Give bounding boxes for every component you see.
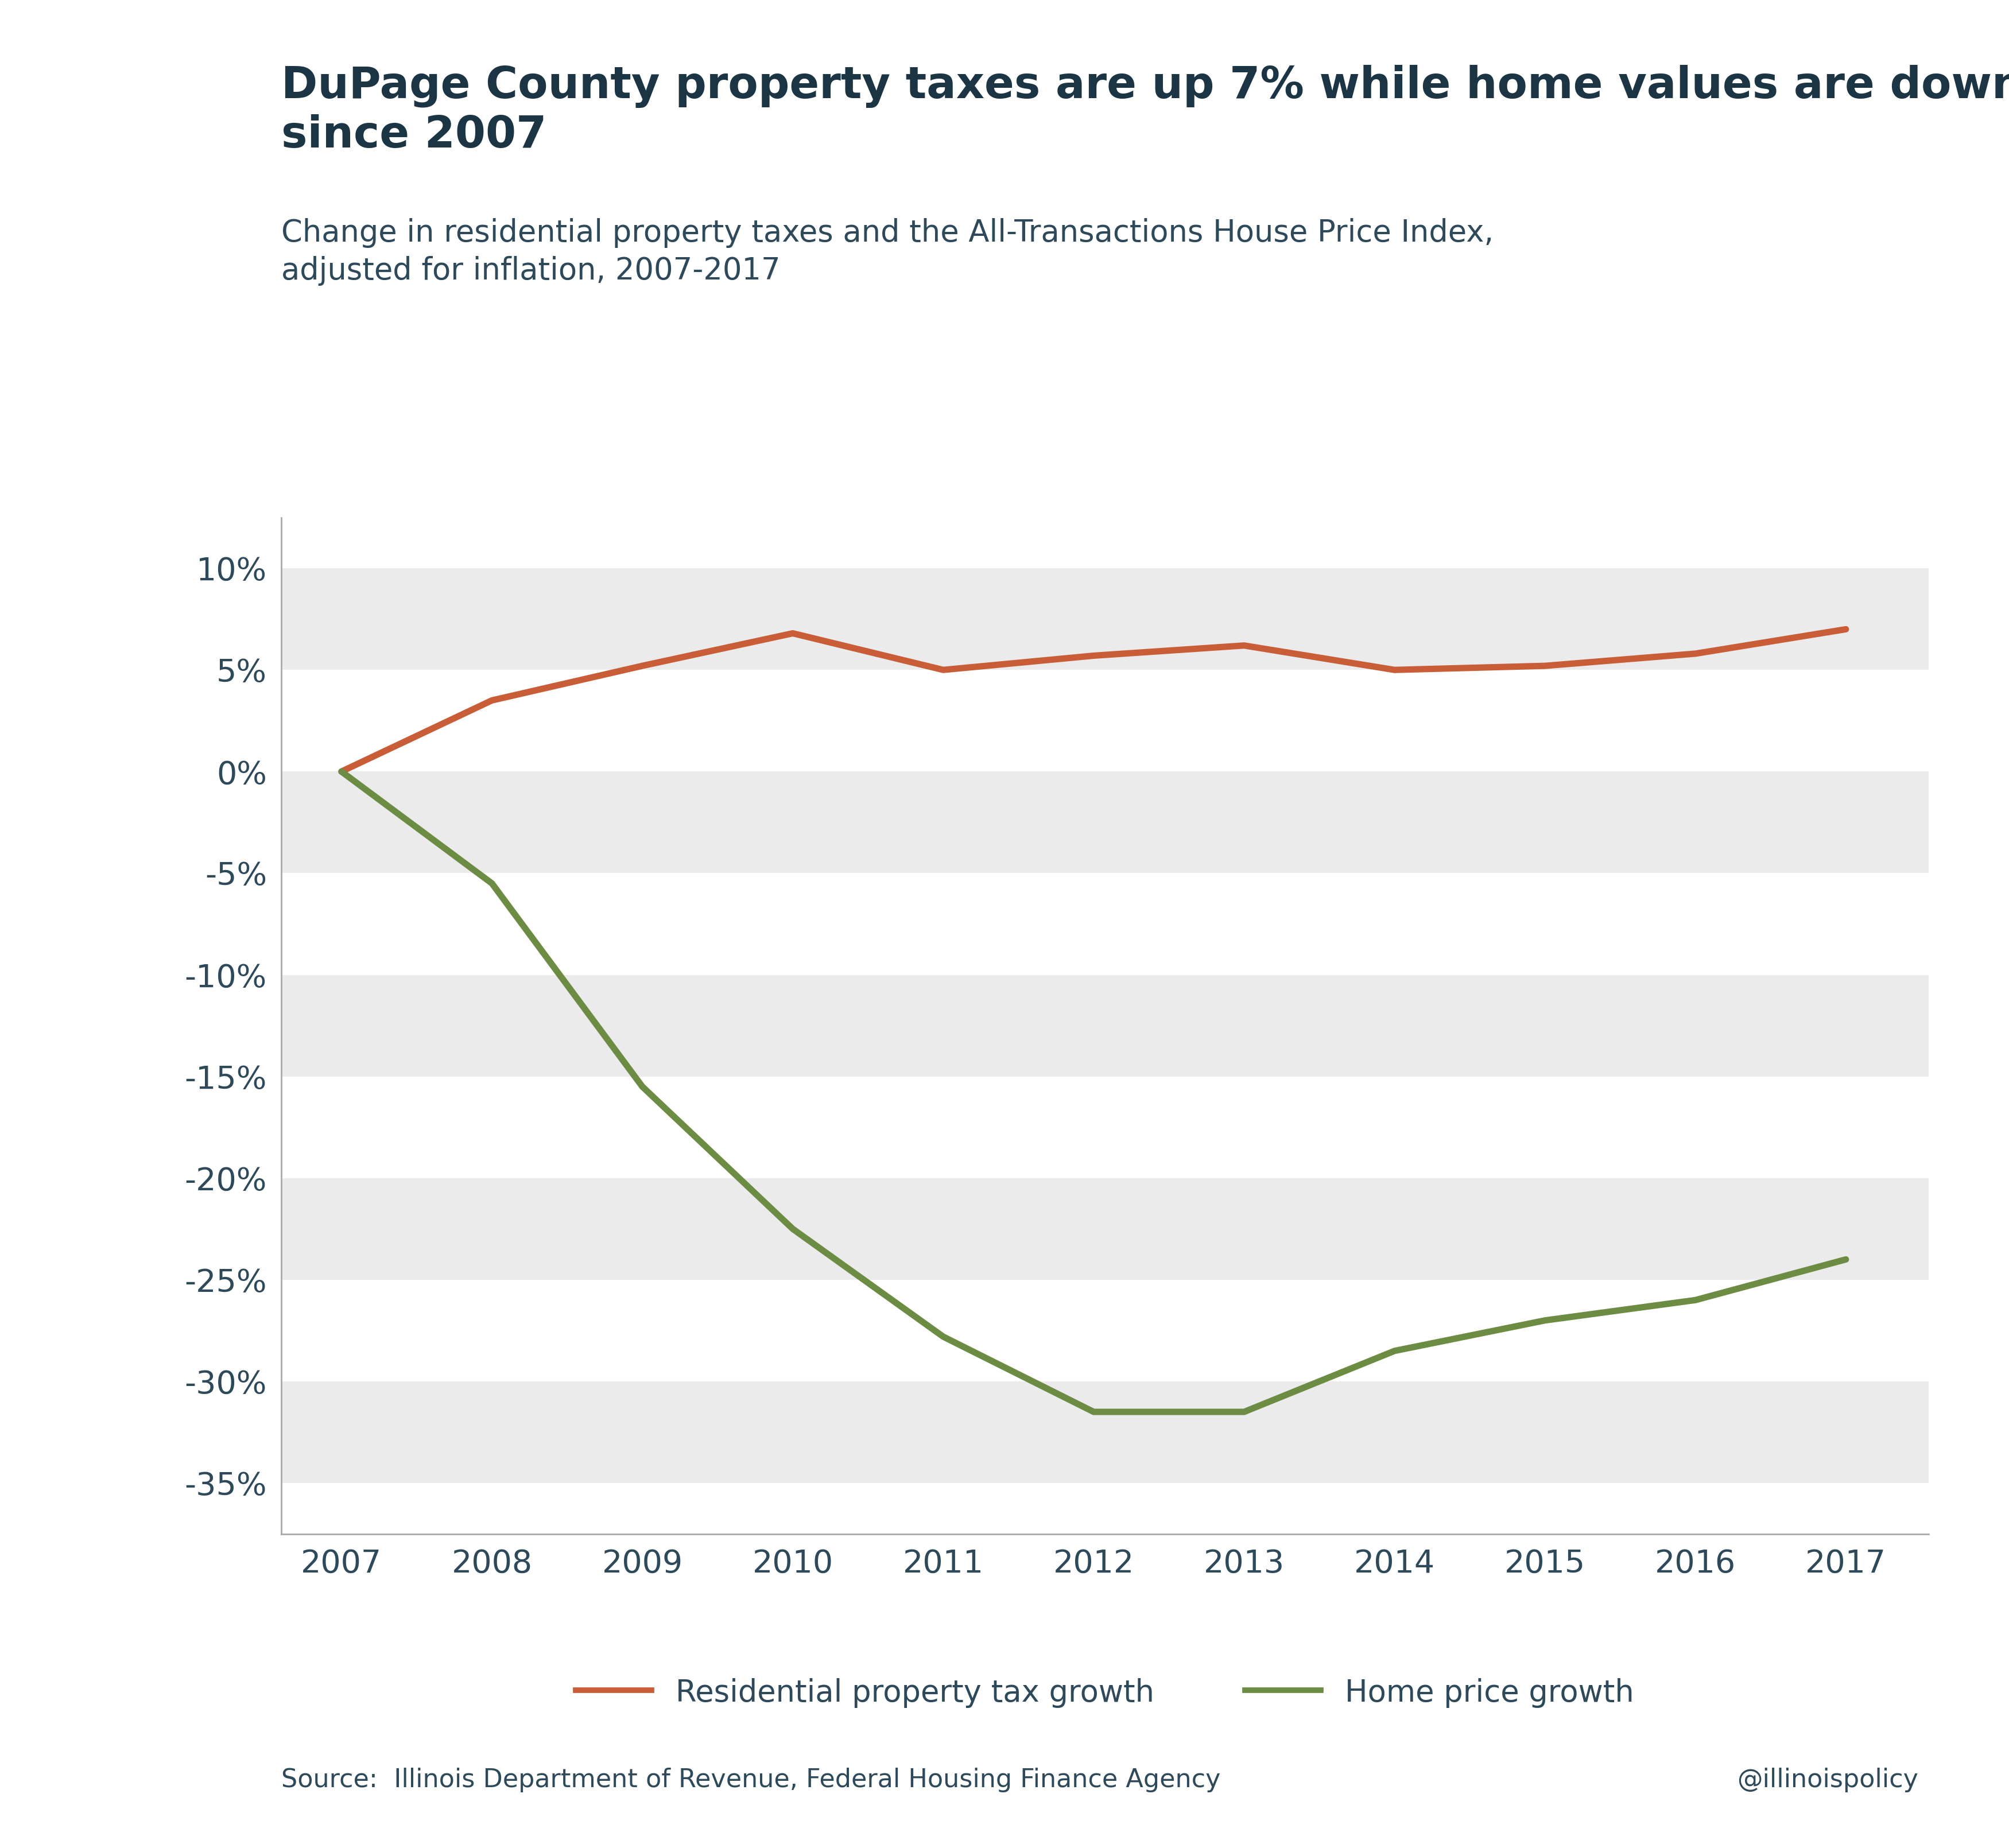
Bar bbox=[281, 771, 1929, 872]
Bar bbox=[281, 1380, 1929, 1482]
Bar bbox=[281, 569, 1929, 669]
Bar bbox=[281, 1179, 1929, 1279]
Text: Source:  Illinois Department of Revenue, Federal Housing Finance Agency: Source: Illinois Department of Revenue, … bbox=[281, 1769, 1221, 1793]
Legend: Residential property tax growth, Home price growth: Residential property tax growth, Home pr… bbox=[563, 1665, 1647, 1720]
Text: @illinoispolicy: @illinoispolicy bbox=[1738, 1769, 1919, 1793]
Text: Change in residential property taxes and the All-Transactions House Price Index,: Change in residential property taxes and… bbox=[281, 218, 1493, 286]
Text: DuPage County property taxes are up 7% while home values are down 24%
since 2007: DuPage County property taxes are up 7% w… bbox=[281, 65, 2009, 157]
Bar bbox=[281, 976, 1929, 1076]
